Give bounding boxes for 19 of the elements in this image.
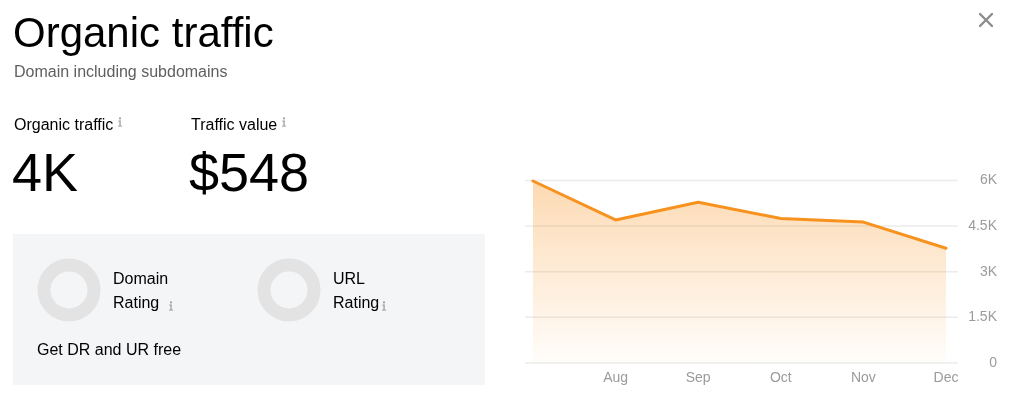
x-tick-label: Nov [850,369,876,386]
text: Domain including subdomains [14,63,228,80]
text: Get DR and UR free [37,341,182,358]
text: URL Rating [333,270,380,311]
text: Traffic value [191,116,278,133]
text: Organic traffic [14,116,114,133]
x-tick-label: Oct [769,369,792,386]
text: Organic traffic [13,9,274,56]
x-tick-label: Sep [685,369,711,386]
text: $548 [189,142,310,202]
y-tick-label: 0 [989,353,998,370]
y-tick-label: 3K [979,262,998,279]
x-tick-label: Aug [603,369,629,386]
text: 4K [12,142,79,202]
x-tick-label: Dec [933,369,959,386]
y-tick-label: 4.5K [968,216,998,233]
y-tick-label: 1.5K [968,308,998,325]
text: Domain Rating [113,270,169,311]
y-tick-label: 6K [979,171,998,188]
